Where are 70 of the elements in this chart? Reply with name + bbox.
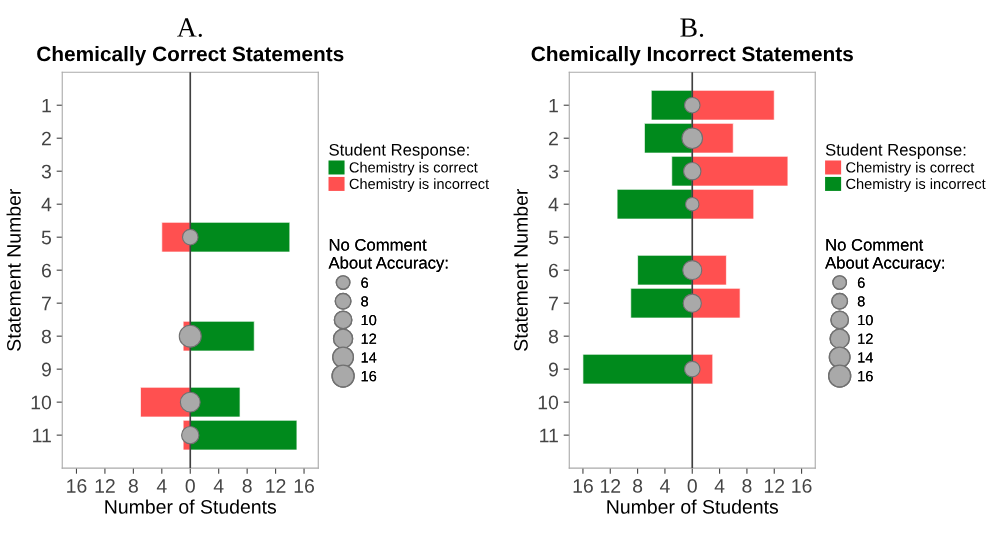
legend-label: 10 [361,314,377,326]
x-tick-label: 8 [128,479,138,493]
y-tick-label: 1 [42,98,51,113]
x-tick-label: 4 [213,479,224,493]
legend-label: 8 [361,296,369,307]
x-axis-title: Number of Students [105,499,277,514]
legend-label: 14 [361,352,377,363]
x-tick-label: 4 [659,479,670,493]
y-tick-label: 6 [549,263,558,278]
legend-label: 12 [361,333,377,344]
legend-label: 14 [858,352,873,363]
x-tick-label: 0 [185,479,195,493]
legend-label: 16 [858,370,873,382]
x-tick-label: 12 [95,479,115,493]
chart-title: A. [177,18,202,38]
legend-label: 10 [858,314,873,326]
legend-label: Chemistry is correct [349,161,478,176]
text: No Comment About Accuracy: [328,238,448,272]
y-tick-label: 5 [548,230,559,245]
legend-label: 6 [857,277,865,288]
x-tick-label: 8 [742,479,752,493]
chart-title: B. [680,18,704,38]
y-tick-label: 5 [41,230,52,245]
y-tick-label: 11 [540,428,558,443]
y-tick-label: 2 [42,131,51,146]
chart-subtitle: Chemically Incorrect Statements [531,46,853,66]
x-tick-label: 16 [67,479,87,493]
legend-label: 6 [361,277,369,288]
x-tick-label: 8 [633,479,643,493]
chart-subtitle: Chemically Correct Statements [37,46,344,66]
x-tick-label: 16 [294,479,315,493]
legend-title: Student Response: [329,143,469,160]
y-tick-label: 7 [42,296,51,311]
bar [691,189,755,220]
y-axis-title: Statement Number [513,188,528,351]
y-tick-label: 10 [538,395,559,410]
x-tick-label: 12 [266,479,286,493]
y-tick-label: 3 [548,164,558,179]
y-axis-title: Statement Number [6,188,21,351]
x-tick-label: 16 [573,479,593,493]
y-tick-label: 10 [31,395,52,410]
y-tick-label: 9 [41,362,51,377]
y-tick-label: 3 [41,164,51,179]
y-tick-label: 6 [42,263,51,278]
y-tick-label: 7 [549,296,558,311]
y-tick-label: 4 [41,197,52,212]
y-tick-label: 2 [549,131,558,146]
y-tick-label: 8 [548,329,559,344]
legend-label: Chemistry is incorrect [846,178,986,192]
legend-label: 12 [858,333,873,344]
x-tick-label: 12 [600,479,621,493]
bar [616,189,693,220]
legend-title: Student Response: [825,143,966,160]
legend-label: Chemistry is correct [846,161,975,176]
y-tick-label: 4 [548,197,559,212]
x-axis-title: Number of Students [607,499,779,514]
y-tick-label: 1 [549,98,558,113]
x-tick-label: 0 [687,479,697,493]
text: No Comment About Accuracy: [825,238,944,272]
y-tick-label: 8 [41,329,51,344]
x-tick-label: 8 [242,479,252,493]
y-tick-label: 9 [548,362,558,377]
x-tick-label: 4 [156,479,167,493]
x-tick-label: 16 [792,479,812,493]
x-tick-label: 12 [764,479,785,493]
legend-label: 16 [361,370,377,382]
y-tick-label: 11 [33,428,51,443]
x-tick-label: 4 [714,479,725,493]
legend-label: 8 [857,296,865,307]
legend-label: Chemistry is incorrect [349,178,489,192]
